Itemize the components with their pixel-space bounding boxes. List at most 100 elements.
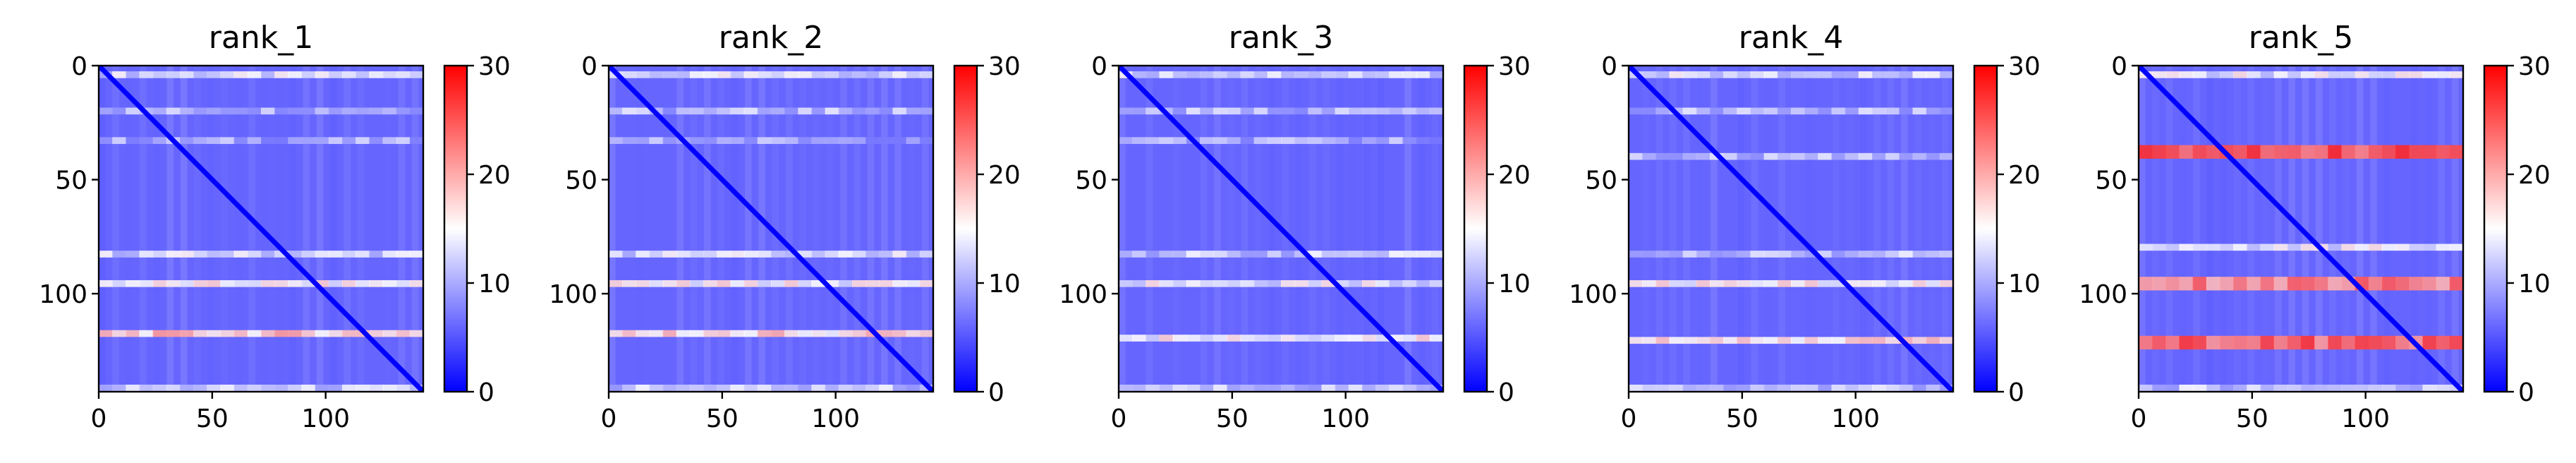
heatmap-band-cell [865, 251, 880, 258]
heatmap-band-cell [288, 251, 303, 258]
heatmap-column-streak [248, 66, 255, 392]
heatmap-band-cell [1240, 384, 1255, 392]
heatmap-band-cell [2355, 384, 2369, 392]
heatmap-band-cell [2165, 71, 2180, 78]
heatmap-column-streak [2165, 66, 2173, 392]
heatmap-band-cell [2301, 335, 2316, 350]
heatmap-band-cell [396, 330, 411, 337]
heatmap-band-cell [1281, 279, 1296, 287]
colorbar-tick-label: 20 [2008, 161, 2041, 190]
heatmap-band-cell [1750, 337, 1765, 344]
heatmap-band-cell [865, 279, 880, 287]
heatmap-band-cell [2368, 277, 2383, 291]
heatmap-band-cell [1885, 71, 1900, 78]
heatmap-column-streak [704, 66, 711, 392]
heatmap-band-cell [207, 137, 221, 144]
heatmap-band-cell [2260, 71, 2275, 78]
heatmap-band-cell [1804, 279, 1819, 287]
heatmap-band-cell [676, 251, 691, 258]
heatmap-band-cell [622, 71, 637, 78]
colorbar-frame [953, 64, 978, 393]
heatmap-band-cell [1912, 279, 1927, 287]
heatmap-band-cell [1804, 384, 1819, 392]
heatmap-band-cell [703, 137, 718, 144]
heatmap-band-cell [1682, 107, 1697, 115]
heatmap-diagonal [1629, 66, 1953, 392]
colorbar-tick-label: 20 [1498, 161, 1531, 190]
heatmap-band-cell [865, 384, 880, 392]
heatmap-band-cell [892, 71, 907, 78]
heatmap-band-cell [1737, 251, 1751, 258]
heatmap-band-cell [207, 279, 221, 287]
heatmap-band-cell [1926, 71, 1940, 78]
heatmap-column-streak [1309, 66, 1316, 392]
heatmap-band-cell [369, 279, 384, 287]
heatmap-band-cell [798, 330, 813, 337]
heatmap-band-cell [2301, 71, 2316, 78]
heatmap-band-cell [112, 279, 127, 287]
heatmap-band-cell [233, 330, 248, 337]
heatmap-band-cell [730, 384, 745, 392]
heatmap-band-cell [2449, 243, 2463, 251]
heatmap-band-cell [2314, 277, 2329, 291]
heatmap-band-cell [690, 251, 705, 258]
colorbar-frame [1973, 64, 1998, 393]
heatmap-band-cell [1845, 71, 1859, 78]
heatmap-band-cell [2220, 335, 2235, 350]
heatmap-column-streak [1751, 66, 1758, 392]
heatmap-band-cell [2206, 335, 2220, 350]
heatmap-band-cell [220, 279, 235, 287]
heatmap-band-cell [301, 279, 316, 287]
heatmap-cells [1629, 66, 1953, 392]
heatmap-band-cell [274, 107, 289, 115]
heatmap-band-cell [1750, 384, 1765, 392]
heatmap-column-streak [398, 66, 406, 392]
heatmap-band-cell [2247, 243, 2261, 251]
heatmap-band-cell [328, 251, 343, 258]
heatmap-band-cell [193, 279, 208, 287]
heatmap-band-cell [1172, 279, 1187, 287]
heatmap-band-cell [152, 251, 167, 258]
heatmap-band-cell [1375, 137, 1390, 144]
heatmap-band-cell [207, 251, 221, 258]
heatmap-band-cell [1763, 337, 1778, 344]
heatmap-column-streak [1214, 66, 1221, 392]
heatmap-band-cell [1308, 384, 1323, 392]
heatmap-band-cell [1669, 71, 1684, 78]
heatmap-band-cell [649, 137, 664, 144]
heatmap-band-cell [743, 384, 758, 392]
heatmap-band-cell [743, 251, 758, 258]
heatmap-band-cell [1818, 152, 1833, 160]
heatmap-column-streak [772, 66, 779, 392]
heatmap-band-cell [2152, 335, 2167, 350]
heatmap-band-cell [261, 71, 276, 78]
heatmap-band-cell [409, 330, 423, 337]
heatmap-band-cell [879, 279, 894, 287]
heatmap-band-cell [1402, 137, 1417, 144]
heatmap-band-cell [1629, 279, 1644, 287]
heatmap-band-cell [1629, 152, 1644, 160]
heatmap-band-cell [1240, 107, 1255, 115]
heatmap-band-cell [730, 330, 745, 337]
heatmap-band-cell [315, 330, 329, 337]
heatmap-column-streak [2288, 66, 2295, 392]
heatmap-band-cell [2355, 335, 2369, 350]
heatmap-band-cell [247, 137, 262, 144]
colorbar-tick-label: 0 [478, 378, 494, 407]
heatmap-band-cell [2382, 384, 2397, 392]
heatmap-band-cell [784, 107, 799, 115]
heatmap-band-cell [2422, 277, 2437, 291]
heatmap-band-cell [852, 137, 867, 144]
heatmap-band-cell [717, 107, 731, 115]
heatmap-column-streak [1696, 66, 1704, 392]
heatmap-band-cell [879, 384, 894, 392]
heatmap-cells [609, 66, 933, 392]
colorbar-tick-label: 0 [1498, 378, 1514, 407]
heatmap-band-cell [193, 137, 208, 144]
x-tick-label: 50 [196, 404, 229, 433]
heatmap-band-cell [1186, 335, 1201, 342]
heatmap-band-cell [1804, 251, 1819, 258]
heatmap-column-streak [1418, 66, 1426, 392]
heatmap-band-cell [743, 107, 758, 115]
heatmap-band-cell [1845, 279, 1859, 287]
